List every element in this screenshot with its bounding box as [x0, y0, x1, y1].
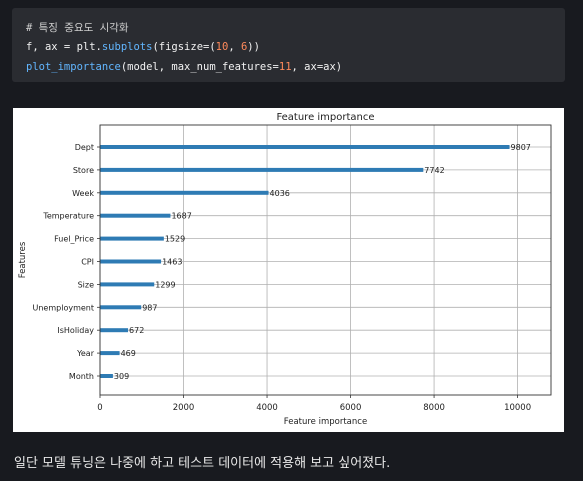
y-tick-label: Size [78, 280, 95, 289]
x-tick-label: 8000 [423, 403, 445, 413]
y-tick-label: Month [69, 372, 94, 381]
y-tick-label: Fuel_Price [54, 235, 94, 244]
bar-size [100, 282, 155, 287]
x-tick-label: 0 [97, 403, 102, 413]
y-tick-label: IsHoliday [57, 326, 94, 335]
code-line: plot_importance(model, max_num_features=… [26, 61, 342, 73]
code-token: plot_importance [26, 61, 121, 73]
x-tick-label: 4000 [256, 403, 278, 413]
feature-importance-chart: Feature importance Dept Store Week Temperatu… [18, 112, 552, 427]
bar-cpi [100, 259, 162, 264]
bar-week [100, 190, 269, 195]
code-token: 6 [240, 41, 248, 53]
code-line: # 특징 중요도 시각화 [26, 20, 129, 35]
y-tick-label: Dept [75, 143, 94, 152]
y-tick-label: Store [73, 166, 94, 175]
bar-value-label: 987 [142, 303, 157, 312]
y-axis-label: Features [18, 241, 28, 278]
bar-month [100, 374, 113, 378]
bar-temperature [100, 213, 171, 218]
y-tick-label: Unemployment [33, 303, 95, 312]
bar-value-label: 1463 [162, 258, 182, 267]
bar-value-label: 1299 [155, 280, 175, 289]
bar-fuel-price [100, 236, 164, 241]
bar-value-label: 309 [114, 372, 129, 381]
bar-value-label: 7742 [424, 166, 444, 175]
code-token: (model, max_num_features= [120, 61, 279, 73]
code-token: )) [247, 41, 260, 53]
plot-frame [99, 124, 552, 396]
chart-title: Feature importance [276, 112, 374, 123]
y-tick-label: Week [72, 189, 94, 198]
code-token: (figsize=( [152, 41, 216, 53]
bar-isholiday [100, 328, 129, 333]
bar-value-label: 9807 [511, 143, 531, 152]
code-line: f, ax = plt.subplots(figsize=(10, 6)) [26, 41, 260, 53]
x-tick-label: 10000 [504, 403, 531, 413]
x-axis-label: Feature importance [284, 417, 367, 427]
code-token: subplots [101, 41, 153, 53]
code-token: , [228, 41, 241, 53]
y-tick-label: CPI [81, 258, 94, 267]
bar-year [100, 351, 120, 356]
bar-unemployment [100, 305, 142, 310]
code-token: 10 [215, 41, 229, 53]
y-tick-label: Temperature [42, 212, 94, 221]
x-tick-label: 2000 [173, 403, 195, 413]
bar-value-label: 672 [129, 326, 144, 335]
bar-dept [100, 145, 510, 149]
bar-value-label: 469 [121, 349, 136, 358]
x-tick-label: 6000 [340, 403, 362, 413]
y-tick-label: Year [76, 349, 95, 358]
code-token: 11 [278, 61, 292, 73]
code-token: , ax=ax) [291, 61, 343, 73]
code-token: f, ax = plt. [26, 41, 102, 53]
feature-importance-figure: Feature importance Dept Store Week Temperatu… [13, 108, 564, 432]
bar-store [100, 167, 424, 172]
code-token: # 특징 중요도 시각화 [26, 22, 129, 34]
bar-value-label: 1529 [165, 235, 185, 244]
code-block: # 특징 중요도 시각화 f, ax = plt.subplots(figsize… [12, 8, 565, 82]
bar-value-label: 4036 [270, 189, 290, 198]
bar-value-label: 1687 [171, 212, 191, 221]
caption-text: 일단 모델 튜닝은 나중에 하고 테스트 데이터에 적용해 보고 싶어졌다. [14, 456, 391, 471]
